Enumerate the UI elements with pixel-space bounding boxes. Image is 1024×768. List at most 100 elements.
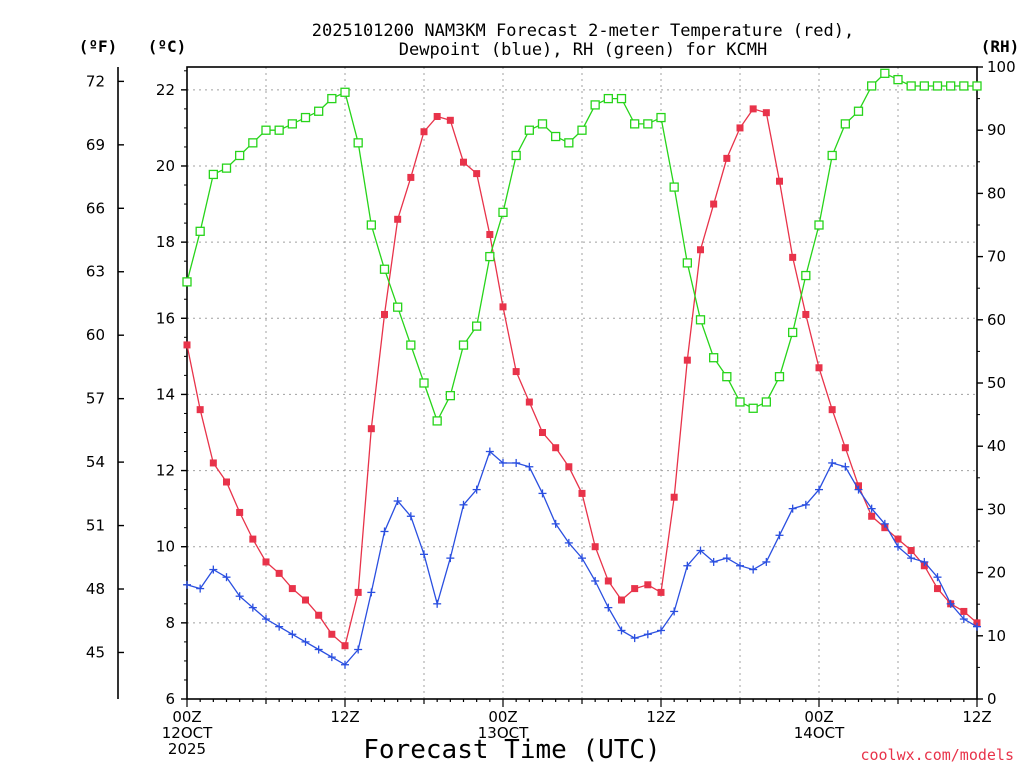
dewpoint-point	[393, 497, 402, 506]
dewpoint-point	[801, 500, 810, 509]
dewpoint-point	[433, 599, 442, 608]
dewpoint-point	[235, 592, 244, 601]
temperature-point	[446, 116, 454, 124]
rh-tick-label: 60	[987, 311, 1006, 329]
dewpoint-point	[314, 645, 323, 654]
temperature-point	[381, 310, 388, 318]
temperature-point	[196, 406, 204, 414]
rh-tick-label: 0	[987, 690, 997, 708]
temperature-point	[486, 231, 494, 239]
temperature-point	[578, 489, 586, 497]
rh-point	[814, 220, 824, 230]
rh-point	[972, 81, 982, 91]
dewpoint-point	[696, 546, 705, 555]
temperature-point	[302, 596, 309, 604]
dewpoint-point	[512, 458, 521, 467]
chart-title-line1: 2025101200 NAM3KM Forecast 2-meter Tempe…	[312, 21, 854, 41]
rh-point	[590, 100, 600, 110]
rh-tick-label: 30	[987, 500, 1006, 518]
dewpoint-point	[946, 599, 955, 608]
temperature-point	[815, 364, 823, 372]
rh-point	[221, 163, 232, 173]
x-tick-label: 12Z	[330, 708, 359, 726]
dewpoint-point	[775, 531, 784, 540]
rh-point	[801, 270, 811, 281]
temperature-point	[460, 158, 467, 166]
temperature-point	[262, 558, 270, 566]
dewpoint-point	[920, 557, 929, 566]
temperature-point	[697, 246, 704, 254]
rh-point	[669, 182, 679, 192]
dewpoint-point	[670, 607, 679, 616]
rh-tick-label: 80	[987, 184, 1006, 202]
dewpoint-point	[643, 630, 652, 639]
x-tick-label: 00Z	[172, 708, 201, 726]
rh-point	[748, 403, 758, 413]
rh-tick-label: 10	[987, 627, 1006, 645]
dewpoint-point	[327, 653, 336, 662]
rh-point	[827, 150, 837, 161]
x-tick-label: 12Z	[962, 708, 991, 726]
temperature-point	[473, 170, 481, 178]
dewpoint-point	[380, 527, 389, 536]
rh-point	[287, 119, 297, 129]
dewpoint-point	[196, 584, 205, 593]
dewpoint-point	[262, 615, 270, 624]
rh-point	[406, 340, 416, 350]
rh-point	[472, 321, 482, 331]
celsius-tick-label: 14	[156, 385, 175, 403]
dewpoint-point	[354, 645, 363, 654]
dewpoint-point	[472, 485, 481, 494]
plot-frame	[186, 66, 978, 700]
temperature-point	[683, 356, 691, 364]
temperature-point	[670, 493, 678, 501]
rh-point	[432, 416, 442, 426]
dewpoint-point	[578, 554, 586, 563]
temperature-point	[249, 535, 257, 543]
dewpoint-point	[209, 565, 218, 574]
temperature-point	[394, 215, 402, 223]
dewpoint-point	[880, 519, 889, 528]
temperature-point	[341, 642, 349, 650]
rh-point	[208, 169, 218, 180]
rh-point	[458, 340, 469, 350]
dewpoint-point	[538, 489, 547, 498]
dewpoint-point	[183, 580, 191, 589]
rh-tick-label: 70	[987, 248, 1006, 266]
dewpoint-point	[367, 588, 376, 597]
dewpoint-point	[828, 458, 837, 467]
celsius-tick-label: 10	[156, 538, 175, 556]
temperature-point	[328, 630, 336, 638]
x-tick-label: 12OCT	[162, 724, 213, 742]
celsius-tick-label: 16	[156, 309, 175, 327]
celsius-tick-label: 12	[156, 462, 175, 480]
rh-point	[788, 327, 798, 338]
rh-point	[906, 81, 916, 91]
rh-point	[524, 125, 534, 135]
dewpoint-point	[709, 557, 718, 566]
rh-point	[722, 372, 732, 382]
celsius-tick-label: 8	[165, 614, 175, 632]
temperature-point	[802, 310, 810, 318]
x-tick-label: 12Z	[646, 708, 675, 726]
temperature-point	[499, 303, 507, 311]
temperature-point	[236, 508, 244, 516]
fahrenheit-tick-label: 54	[86, 453, 105, 471]
rh-tick-label: 100	[987, 58, 1016, 76]
dewpoint-point	[630, 634, 639, 643]
temperature-point	[710, 200, 718, 208]
dewpoint-point	[406, 512, 415, 521]
rh-point	[511, 150, 521, 161]
x-tick-label: 00Z	[804, 708, 833, 726]
rh-point	[616, 93, 627, 104]
rh-point	[274, 125, 284, 135]
dewpoint-point	[867, 504, 876, 513]
celsius-tick-label: 18	[156, 233, 175, 251]
dewpoint-point	[907, 554, 916, 563]
dewpoint-point	[222, 573, 231, 582]
temperature-point	[934, 585, 941, 593]
data-series	[182, 68, 982, 669]
x-tick-label: 2025	[168, 740, 206, 758]
temperature-point	[223, 478, 230, 486]
